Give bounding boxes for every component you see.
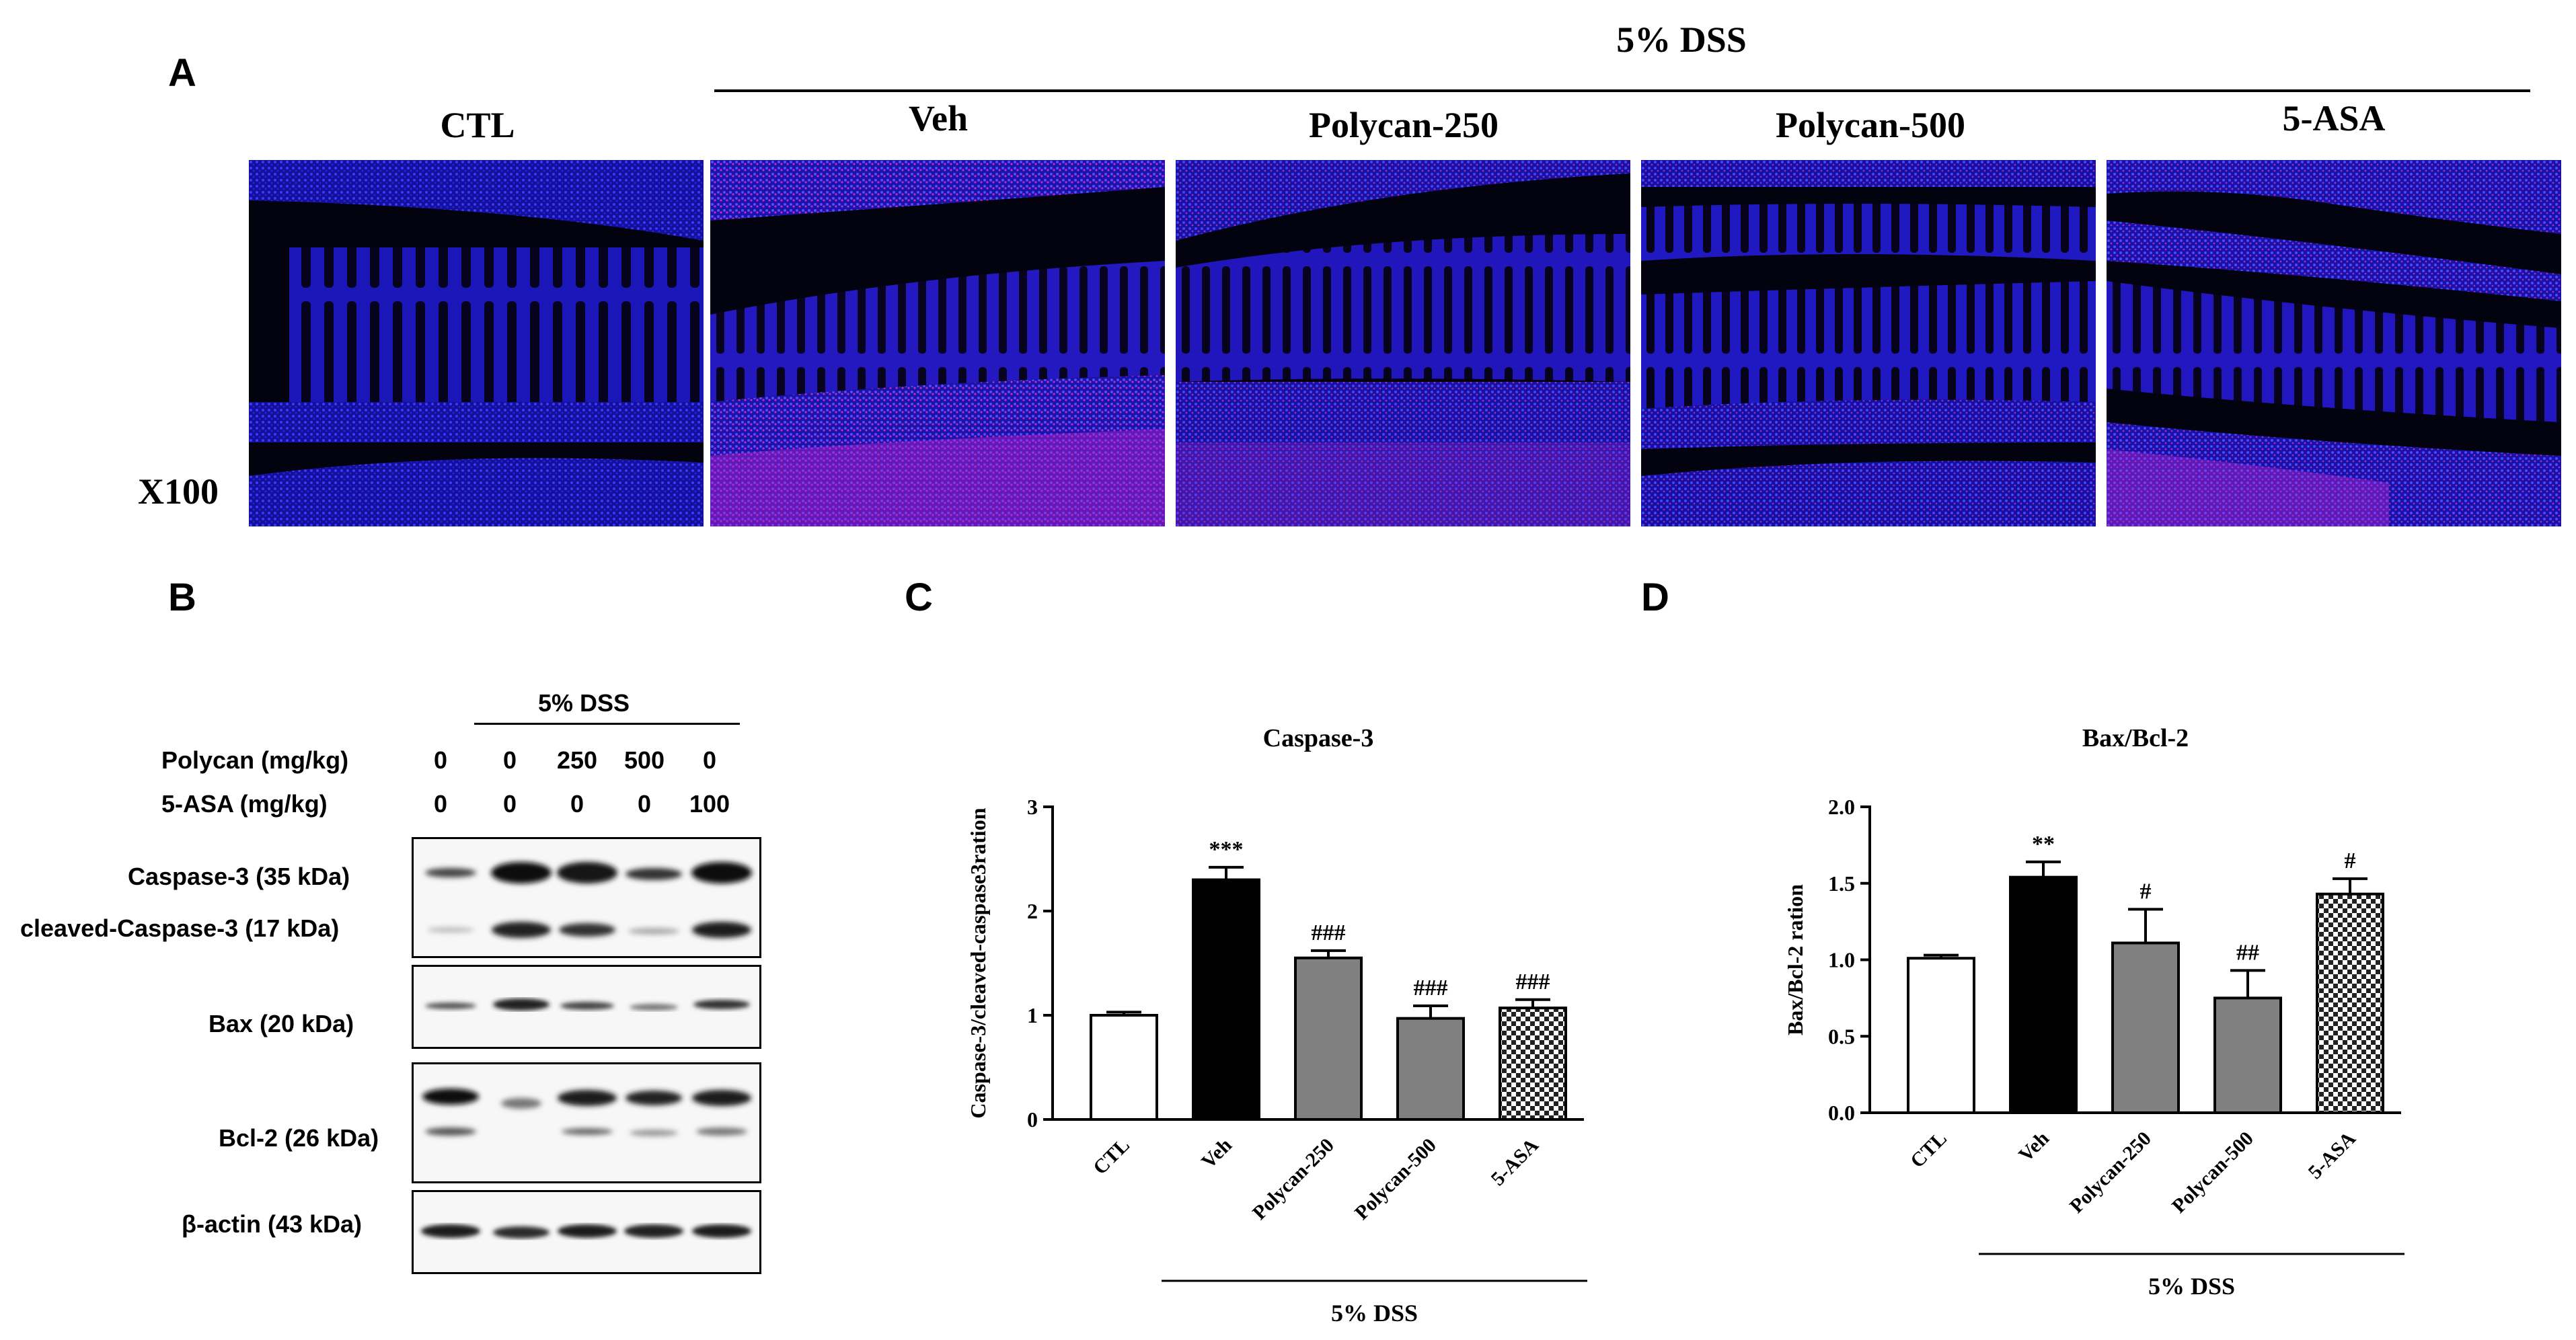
x-tick-label: Veh (2014, 1127, 2053, 1166)
blot-bcl-2 (412, 1062, 761, 1183)
band-label-cleaved-caspase-3: cleaved-Caspase-3 (17 kDa) (20, 914, 340, 942)
y-tick-label: 2 (1027, 899, 1038, 923)
x-tick-label: CTL (1089, 1134, 1134, 1179)
x-tick-label: Veh (1197, 1134, 1236, 1173)
y-tick-label: 0.0 (1828, 1101, 1855, 1125)
panel-letter-b: B (168, 576, 196, 619)
bar-polycan-500 (1396, 1017, 1465, 1121)
column-title-polycan-250: Polycan-250 (1309, 105, 1499, 145)
chart-bax-bcl-2: Bax/Bcl-2 Bax/Bcl-2 ration 0.0 0.5 1.0 1.5 2.0… (1783, 724, 2404, 1300)
bar-ctl (1090, 1014, 1158, 1121)
blot-caspase-3 (412, 837, 761, 958)
bar-5-asa (2316, 892, 2384, 1114)
bar-polycan-500 (2213, 996, 2282, 1114)
significance-label: ### (1516, 970, 1550, 994)
column-title-polycan-500: Polycan-500 (1776, 105, 1965, 145)
bar-5-asa (1499, 1007, 1567, 1121)
significance-label: ### (1414, 976, 1448, 1000)
y-tick-label: 3 (1027, 795, 1038, 819)
magnification-label: X100 (138, 471, 219, 512)
blot-bax (412, 965, 761, 1049)
y-tick-label: 1.5 (1828, 871, 1855, 896)
y-tick-label: 0 (1027, 1107, 1038, 1132)
band-label-beta-actin: β-actin (43 kDa) (182, 1210, 363, 1238)
asa-dose-5: 100 (689, 790, 730, 818)
column-title-ctl: CTL (440, 105, 515, 145)
y-axis-label: Bax/Bcl-2 ration (1783, 884, 1807, 1035)
polycan-dose-3: 250 (556, 746, 598, 774)
band-label-bcl-2: Bcl-2 (26 kDa) (219, 1124, 379, 1152)
significance-label: ### (1312, 920, 1346, 945)
y-tick-label: 1.0 (1828, 948, 1855, 972)
asa-dose-1: 0 (433, 790, 448, 818)
group-label: 5% DSS (2148, 1273, 2235, 1300)
significance-label: ** (2032, 832, 2055, 857)
x-tick-label: Polycan-250 (1248, 1134, 1338, 1224)
dss-label-b: 5% DSS (538, 689, 630, 717)
dss-line-a (714, 89, 2530, 92)
significance-label: ## (2236, 940, 2259, 965)
y-axis-label: Caspase-3/cleaved-caspase3ration (966, 807, 990, 1118)
y-tick-label: 2.0 (1828, 795, 1855, 819)
dss-line-b (474, 723, 740, 725)
panel-letter-d: D (1641, 576, 1669, 619)
x-tick-label: Polycan-500 (1351, 1134, 1441, 1224)
bar-veh (1192, 878, 1260, 1121)
column-title-veh: Veh (908, 98, 969, 139)
micrograph-veh (710, 160, 1165, 526)
chart-title: Bax/Bcl-2 (2082, 724, 2189, 752)
x-tick-label: Polycan-250 (2066, 1128, 2156, 1218)
x-tick-label: Polycan-500 (2168, 1128, 2258, 1218)
y-tick-label: 0.5 (1828, 1024, 1855, 1048)
y-tick-label: 1 (1027, 1003, 1038, 1027)
bar-ctl (1907, 957, 1975, 1114)
x-tick-label: 5-ASA (1487, 1134, 1544, 1190)
asa-dose-label: 5-ASA (mg/kg) (161, 790, 328, 818)
blot-beta-actin (412, 1190, 761, 1274)
polycan-dose-4: 500 (623, 746, 665, 774)
asa-dose-2: 0 (502, 790, 517, 818)
significance-label: *** (1209, 837, 1244, 862)
asa-dose-4: 0 (637, 790, 652, 818)
polycan-dose-2: 0 (502, 746, 517, 774)
bar-polycan-250 (1294, 956, 1363, 1121)
band-label-caspase-3: Caspase-3 (35 kDa) (128, 863, 350, 890)
bar-veh (2009, 875, 2078, 1114)
x-tick-label: 5-ASA (2304, 1127, 2361, 1183)
chart-title: Caspase-3 (1263, 724, 1374, 752)
band-label-bax: Bax (20 kDa) (209, 1010, 354, 1037)
micrograph-polycan-250 (1176, 160, 1630, 526)
bar-polycan-250 (2111, 941, 2180, 1114)
polycan-dose-5: 0 (702, 746, 717, 774)
chart-caspase-3: Caspase-3 Caspase-3/cleaved-caspase3ratio… (966, 724, 1587, 1327)
polycan-dose-label: Polycan (mg/kg) (161, 746, 349, 774)
significance-label: # (2140, 879, 2152, 904)
asa-dose-3: 0 (570, 790, 584, 818)
micrograph-5-asa (2107, 160, 2561, 526)
panel-letter-c: C (905, 576, 933, 619)
x-tick-label: CTL (1906, 1128, 1951, 1173)
panel-letter-a: A (168, 51, 196, 95)
dss-label-a: 5% DSS (1616, 19, 1747, 60)
group-label: 5% DSS (1331, 1300, 1418, 1327)
polycan-dose-1: 0 (433, 746, 448, 774)
micrograph-ctl (249, 160, 704, 526)
column-title-5-asa: 5-ASA (2282, 98, 2386, 139)
significance-label: # (2345, 849, 2356, 873)
micrograph-polycan-500 (1641, 160, 2096, 526)
